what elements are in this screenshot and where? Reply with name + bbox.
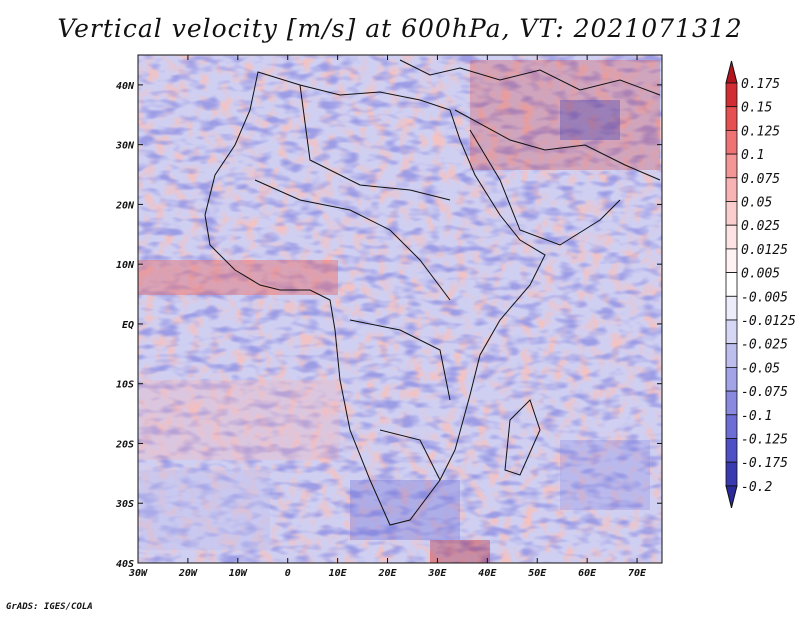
lon-tick-label: 50E: [528, 568, 547, 579]
lon-tick-label: 0: [285, 568, 291, 579]
colorbar-label: -0.005: [741, 290, 788, 305]
colorbar-label: 0.15: [741, 101, 772, 116]
colorbar-label: 0.025: [741, 219, 780, 234]
longitude-axis: 30W 20W 10W 0 10E 20E 30E 40E 50E 60E 70E: [128, 55, 647, 579]
colorbar-label: -0.025: [741, 338, 788, 353]
colorbar-swatch: [725, 153, 738, 179]
colorbar-swatch: [725, 177, 738, 202]
lon-tick-label: 10W: [229, 568, 248, 579]
colorbar-swatch: [725, 319, 738, 345]
colorbar-swatch: [725, 248, 738, 273]
colorbar-label: 0.005: [741, 267, 780, 282]
velocity-field: [138, 55, 662, 563]
lon-tick-label: 30W: [128, 568, 148, 579]
colorbar-label: -0.05: [741, 361, 780, 376]
colorbar-swatch: [725, 366, 738, 392]
colorbar-top-arrow: [725, 60, 738, 84]
lat-tick-label: 10S: [116, 380, 134, 391]
lon-tick-label: 10E: [329, 568, 348, 579]
colorbar-label: -0.0125: [741, 314, 796, 329]
colorbar-swatch: [725, 461, 738, 487]
colorbar-label: 0.175: [741, 77, 780, 92]
lon-tick-label: 60E: [578, 568, 597, 579]
colorbar-bottom-arrow: [725, 485, 738, 509]
lon-tick-label: 70E: [628, 568, 647, 579]
colorbar-label: 0.125: [741, 124, 780, 139]
map-title: Vertical velocity [m/s] at 600hPa, VT: 2…: [57, 14, 743, 43]
colorbar-label: -0.075: [741, 385, 788, 400]
lon-tick-label: 30E: [427, 568, 447, 579]
lon-tick-label: 40E: [478, 568, 497, 579]
lon-tick-label: 20W: [178, 568, 198, 579]
colorbar-label: -0.125: [741, 433, 788, 448]
colorbar-swatch: [725, 343, 738, 368]
colorbar-swatch: [725, 272, 738, 297]
lat-tick-label: EQ: [122, 320, 134, 331]
colorbar-swatch: [725, 414, 738, 439]
colorbar-swatch: [725, 106, 738, 131]
colorbar-label: 0.1: [741, 148, 764, 163]
lat-tick-label: 40S: [116, 559, 134, 570]
colorbar-swatch: [725, 438, 738, 463]
colorbar-swatch: [725, 82, 738, 108]
colorbar-swatch: [725, 201, 738, 226]
colorbar-label: 0.075: [741, 172, 780, 187]
colorbar-label: -0.1: [741, 409, 772, 424]
lat-tick-label: 20N: [115, 200, 135, 211]
colorbar-swatch: [725, 224, 738, 250]
lat-tick-label: 30S: [115, 499, 134, 510]
latitude-axis: 40N 30N 20N 10N EQ 10S 20S 30S 40S: [115, 81, 662, 570]
colorbar-label: 0.05: [741, 196, 772, 211]
coastlines: [204, 59, 661, 526]
colorbar-swatch: [725, 295, 738, 321]
colorbar-label: -0.175: [741, 456, 788, 471]
lat-tick-label: 10N: [116, 260, 135, 271]
colorbar-swatch: [725, 390, 738, 416]
colorbar-label: 0.0125: [741, 243, 788, 258]
lat-tick-label: 40N: [116, 81, 135, 92]
lat-tick-label: 30N: [115, 141, 135, 152]
lon-tick-label: 20E: [377, 568, 397, 579]
colorbar: 0.175 0.15 0.125 0.1 0.075 0.05 0.025 0.0125 0.0…: [725, 60, 796, 509]
colorbar-label: -0.2: [741, 480, 772, 495]
colorbar-swatch: [725, 129, 738, 155]
grads-credit: GrADS: IGES/COLA: [6, 602, 93, 612]
lat-tick-label: 20S: [115, 439, 134, 450]
